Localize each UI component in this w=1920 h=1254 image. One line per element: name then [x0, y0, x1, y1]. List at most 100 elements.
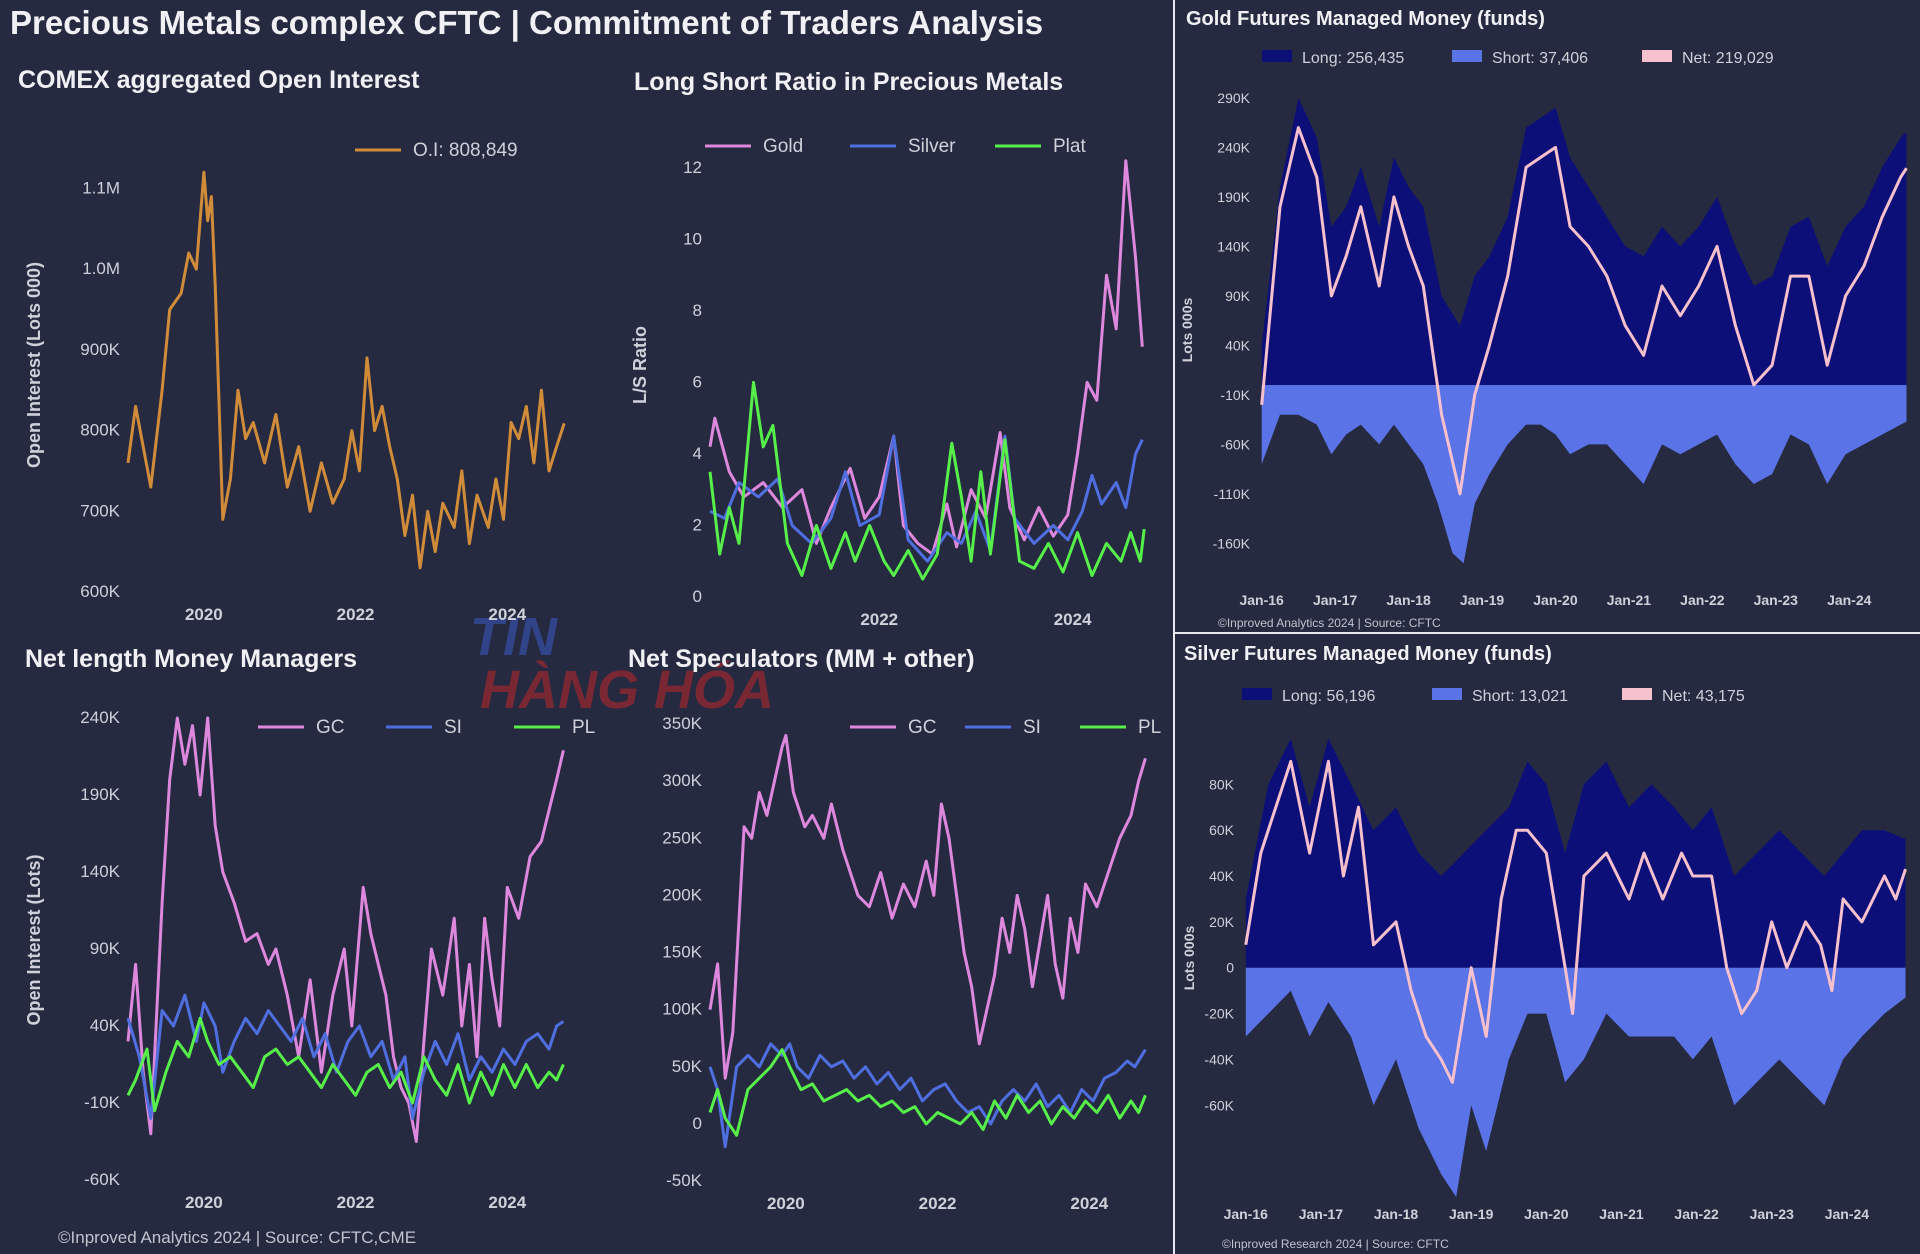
gold-xtick: Jan-21	[1607, 592, 1652, 608]
silver-legend-label: Long: 56,196	[1282, 688, 1376, 705]
silver-xtick: Jan-17	[1299, 1206, 1344, 1222]
silver-xtick: Jan-20	[1524, 1206, 1569, 1222]
gold-ytick: 190K	[1217, 189, 1250, 205]
ns-xtick: 2024	[1070, 1194, 1108, 1213]
silver-xtick: Jan-23	[1750, 1206, 1795, 1222]
gold-ytick: -10K	[1220, 387, 1250, 403]
watermark-line2: HÀNG HÓA	[480, 660, 774, 720]
oi-ytick: 700K	[80, 501, 120, 520]
gold-xtick: Jan-19	[1460, 592, 1505, 608]
gold-title: Gold Futures Managed Money (funds)	[1186, 8, 1545, 30]
silver-legend-swatch	[1622, 688, 1652, 700]
gold-ytick: 40K	[1225, 337, 1251, 353]
silver-title: Silver Futures Managed Money (funds)	[1184, 643, 1552, 665]
nl-xtick: 2020	[185, 1193, 223, 1212]
ls-legend-label: Gold	[763, 136, 803, 157]
ls-ytick: 2	[693, 515, 702, 534]
gold-short-area	[1261, 385, 1907, 564]
nl-ylabel: Open Interest (Lots)	[24, 854, 44, 1025]
silver-legend-swatch	[1242, 688, 1272, 700]
gold-ytick: 140K	[1217, 238, 1250, 254]
silver-ytick: 40K	[1209, 868, 1235, 884]
ls-ytick: 6	[693, 372, 702, 391]
silver-ytick: -60K	[1204, 1097, 1234, 1113]
silver-ytick: 60K	[1209, 822, 1235, 838]
ls-chart: 0 2 4 6 8 10 12 2022 2024 Gold Silver Plat	[683, 136, 1146, 629]
gold-net-line	[1260, 126, 1908, 496]
nl-series-gc	[126, 716, 565, 1143]
ns-ytick: 50K	[672, 1057, 703, 1076]
ns-xtick: 2022	[919, 1194, 957, 1213]
ns-ytick: 0	[693, 1114, 702, 1133]
ns-chart: -50K 0 50K 100K 150K 200K 250K 300K 350K 2020 2022…	[662, 714, 1161, 1213]
silver-legend-label: Short: 13,021	[1472, 688, 1568, 705]
silver-xtick: Jan-21	[1599, 1206, 1644, 1222]
gold-xtick: Jan-20	[1533, 592, 1578, 608]
silver-ytick: -40K	[1204, 1051, 1234, 1067]
oi-xtick: 2020	[185, 605, 223, 624]
nl-ytick: 190K	[80, 785, 120, 804]
ls-ylabel: L/S Ratio	[630, 326, 650, 404]
gold-footer: ©Inproved Analytics 2024 | Source: CFTC	[1218, 616, 1441, 630]
oi-chart: 600K 700K 800K 900K 1.0M 1.1M 2020 2022 2024 O.I:…	[80, 140, 566, 624]
ns-legend-label: PL	[1138, 717, 1161, 738]
oi-ytick: 600K	[80, 582, 120, 601]
nl-ytick: 40K	[90, 1016, 121, 1035]
silver-ytick: 80K	[1209, 776, 1235, 792]
gold-chart: -160K -110K -60K -10K 40K 90K 140K 190K 240K 290K…	[1213, 50, 1908, 608]
ls-legend-label: Plat	[1053, 136, 1086, 157]
nl-ytick: 140K	[80, 862, 120, 881]
oi-ytick: 800K	[80, 421, 120, 440]
ns-series-pl	[708, 1048, 1147, 1137]
oi-series-oi	[126, 170, 566, 570]
ns-xtick: 2020	[767, 1194, 805, 1213]
silver-xtick: Jan-24	[1825, 1206, 1870, 1222]
gold-xtick: Jan-24	[1827, 592, 1872, 608]
silver-ytick: 0	[1226, 960, 1234, 976]
silver-chart: -60K -40K -20K 0 20K 40K 60K 80K Jan-16 Jan-17 Jan…	[1204, 688, 1907, 1222]
silver-xtick: Jan-18	[1374, 1206, 1419, 1222]
ns-ytick: 100K	[662, 1000, 702, 1019]
ns-ytick: -50K	[666, 1171, 703, 1190]
ns-title: Net Speculators (MM + other)	[628, 645, 975, 673]
gold-ytick: -60K	[1220, 436, 1250, 452]
ls-ytick: 0	[693, 587, 702, 606]
nl-legend-label: PL	[572, 717, 595, 738]
footer: ©Inproved Analytics 2024 | Source: CFTC,…	[58, 1228, 416, 1247]
ns-legend-label: SI	[1023, 717, 1041, 738]
gold-xtick: Jan-17	[1313, 592, 1358, 608]
gold-xtick: Jan-23	[1754, 592, 1799, 608]
oi-legend-label: O.I: 808,849	[413, 140, 518, 161]
gold-legend-label: Long: 256,435	[1302, 50, 1404, 67]
nl-ytick: 90K	[90, 939, 121, 958]
silver-legend-label: Net: 43,175	[1662, 688, 1745, 705]
ns-ytick: 350K	[662, 714, 702, 733]
ns-ytick: 300K	[662, 771, 702, 790]
gold-xtick: Jan-16	[1239, 592, 1284, 608]
gold-ytick: -110K	[1214, 486, 1251, 502]
nl-ytick: 240K	[80, 708, 120, 727]
nl-legend-label: GC	[316, 717, 345, 738]
ns-series-si	[708, 1042, 1147, 1149]
oi-ytick: 1.0M	[82, 259, 120, 278]
ls-series-gold	[708, 159, 1144, 556]
ls-xtick: 2024	[1054, 610, 1092, 629]
silver-xtick: Jan-19	[1449, 1206, 1494, 1222]
ls-xtick: 2022	[860, 610, 898, 629]
oi-title: COMEX aggregated Open Interest	[18, 66, 420, 94]
ls-ytick: 8	[693, 301, 702, 320]
gold-ytick: 90K	[1225, 288, 1251, 304]
nl-legend-label: SI	[444, 717, 462, 738]
gold-xtick: Jan-18	[1386, 592, 1431, 608]
ns-series-gc	[708, 733, 1147, 1080]
nl-ytick: -60K	[84, 1170, 121, 1189]
nl-ytick: -10K	[84, 1093, 121, 1112]
ns-ytick: 250K	[662, 828, 702, 847]
gold-legend-label: Short: 37,406	[1492, 50, 1588, 67]
oi-ytick: 1.1M	[82, 178, 120, 197]
silver-xtick: Jan-16	[1224, 1206, 1269, 1222]
oi-xtick: 2024	[488, 605, 526, 624]
gold-ytick: -160K	[1213, 535, 1251, 551]
